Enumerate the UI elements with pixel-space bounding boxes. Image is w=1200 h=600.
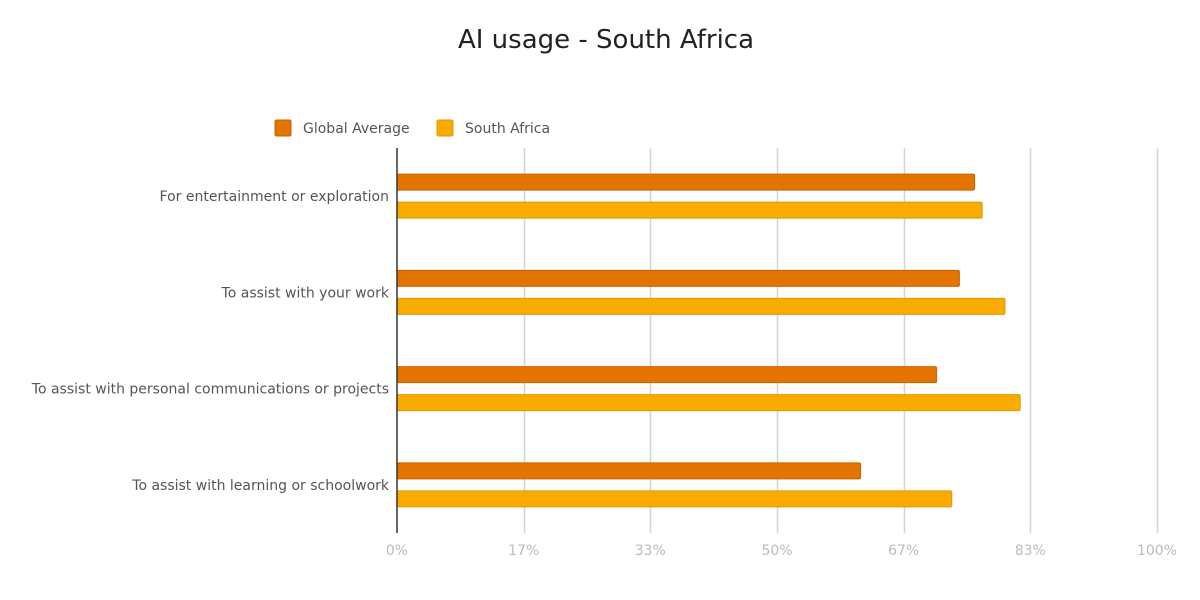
x-tick-label: 50% [761, 543, 792, 559]
legend-swatch [274, 119, 292, 137]
bar [396, 366, 938, 384]
legend: Global Average South Africa [274, 119, 550, 137]
x-tick-label: 0% [386, 543, 408, 559]
x-tick-label: 67% [888, 543, 919, 559]
bar [396, 297, 1006, 315]
bar [396, 490, 953, 508]
category-label: To assist with learning or schoolwork [131, 478, 390, 494]
bar [396, 462, 862, 480]
legend-swatch [436, 119, 454, 137]
x-tick-label: 100% [1137, 543, 1177, 559]
bar [396, 201, 983, 219]
bar [396, 269, 960, 287]
category-label: For entertainment or exploration [160, 189, 389, 205]
chart-title: AI usage - South Africa [458, 25, 754, 55]
x-tick-label: 33% [635, 543, 666, 559]
legend-label: Global Average [303, 121, 410, 137]
category-label: To assist with your work [221, 285, 390, 301]
category-labels: For entertainment or exploration To assis… [31, 189, 390, 494]
x-tick-label: 83% [1015, 543, 1046, 559]
bar [396, 173, 976, 191]
x-axis-ticks: 0% 17% 33% 50% 67% 83% 100% [386, 543, 1177, 559]
category-label: To assist with personal communications o… [31, 382, 389, 398]
x-tick-label: 17% [508, 543, 539, 559]
legend-label: South Africa [465, 121, 550, 137]
bar [396, 394, 1021, 412]
bars [396, 173, 1021, 508]
